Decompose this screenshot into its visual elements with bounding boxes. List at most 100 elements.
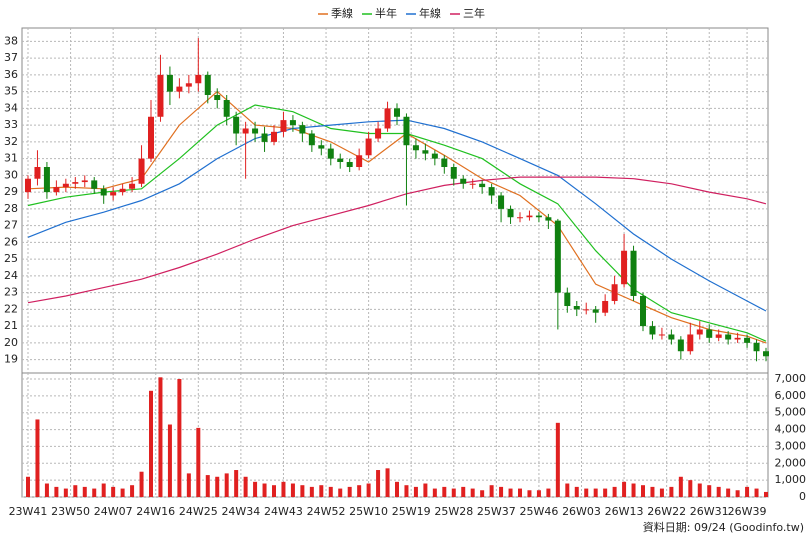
y-tick-label: 22 <box>4 302 18 315</box>
candle-body <box>535 215 542 218</box>
legend-label: 半年 <box>375 6 397 20</box>
volume-bar <box>158 377 163 497</box>
volume-tick-label: 5,000 <box>775 406 807 419</box>
volume-bar <box>555 422 560 497</box>
candle-body <box>422 150 429 154</box>
volume-bar <box>659 488 664 497</box>
volume-bar <box>101 483 106 497</box>
candle-body <box>384 108 391 129</box>
candle-body <box>91 180 98 189</box>
volume-bar <box>584 488 589 497</box>
candle-body <box>252 128 259 134</box>
y-tick-label: 30 <box>4 168 18 181</box>
volume-bar <box>139 471 144 497</box>
volume-bar <box>44 483 49 497</box>
volume-bar <box>328 486 333 497</box>
candle-body <box>668 334 675 340</box>
candle-body <box>166 74 173 92</box>
volume-bar <box>499 486 504 497</box>
volume-bar <box>319 485 324 497</box>
volume-bar <box>167 424 172 497</box>
volume-bar <box>224 473 229 497</box>
volume-bar <box>669 486 674 497</box>
candle-body <box>375 128 382 139</box>
volume-bar <box>338 488 343 497</box>
candle-body <box>573 306 580 310</box>
candle-body <box>356 155 363 168</box>
candle-body <box>129 183 136 189</box>
y-tick-label: 32 <box>4 135 18 148</box>
x-tick-label: 25W10 <box>349 505 388 518</box>
volume-bar <box>489 485 494 497</box>
volume-bar <box>442 486 447 497</box>
candle-body <box>308 133 315 146</box>
volume-bar <box>120 488 125 497</box>
volume-bar <box>357 485 362 497</box>
volume-bar <box>650 486 655 497</box>
y-tick-label: 29 <box>4 185 18 198</box>
y-tick-label: 35 <box>4 85 18 98</box>
y-tick-label: 23 <box>4 286 18 299</box>
candle-body <box>460 178 467 184</box>
volume-bar <box>603 488 608 497</box>
x-tick-label: 24W43 <box>264 505 303 518</box>
volume-bar <box>508 488 513 497</box>
candle-body <box>431 153 438 159</box>
candle-body <box>630 250 637 296</box>
volume-bar <box>385 468 390 497</box>
volume-bar <box>764 491 768 497</box>
candle-body <box>488 187 495 196</box>
y-tick-label: 27 <box>4 219 18 232</box>
y-tick-label: 21 <box>4 319 18 332</box>
candle-body <box>621 250 628 285</box>
volume-bar <box>565 483 570 497</box>
volume-bar <box>82 486 87 497</box>
candle-body <box>34 167 41 179</box>
volume-bar <box>536 490 541 497</box>
volume-bar <box>262 483 267 497</box>
x-tick-label: 25W46 <box>519 505 558 518</box>
candle-body <box>81 180 88 183</box>
candle-body <box>715 334 722 338</box>
candle-body <box>592 309 599 313</box>
x-tick-label: 25W28 <box>434 505 473 518</box>
volume-bar <box>546 488 551 497</box>
volume-tick-label: 2,000 <box>775 456 807 469</box>
volume-bar <box>92 488 97 497</box>
volume-bar <box>527 490 532 497</box>
volume-tick-label: 1,000 <box>775 473 807 486</box>
candle-body <box>498 195 505 209</box>
volume-bar <box>395 481 399 497</box>
candle-body <box>53 187 60 193</box>
candle-body <box>25 178 31 193</box>
volume-bar <box>612 486 617 497</box>
volume-bar <box>281 481 286 497</box>
x-tick-label: 26W03 <box>562 505 601 518</box>
candle-body <box>62 183 69 188</box>
candle-body <box>583 309 590 311</box>
candle-body <box>185 83 192 87</box>
x-tick-label: 24W34 <box>221 505 260 518</box>
candle-body <box>640 295 646 327</box>
x-tick-label: 25W37 <box>477 505 516 518</box>
candle-body <box>687 334 694 352</box>
volume-bar <box>593 488 598 497</box>
candle-body <box>611 284 618 301</box>
candle-body <box>507 208 514 218</box>
volume-bar <box>205 475 210 497</box>
volume-bar <box>177 379 182 497</box>
y-tick-label: 25 <box>4 252 18 265</box>
candle-body <box>119 188 126 193</box>
price-frame <box>21 27 769 374</box>
volume-bar <box>196 427 201 497</box>
candle-body <box>214 94 221 101</box>
volume-tick-label: 6,000 <box>775 389 807 402</box>
candle-body <box>223 100 230 117</box>
y-tick-label: 26 <box>4 235 18 248</box>
candle-body <box>157 74 164 117</box>
candle-body <box>346 161 353 168</box>
candle-body <box>195 74 202 84</box>
volume-bar <box>697 483 702 497</box>
candle-body <box>545 217 552 221</box>
